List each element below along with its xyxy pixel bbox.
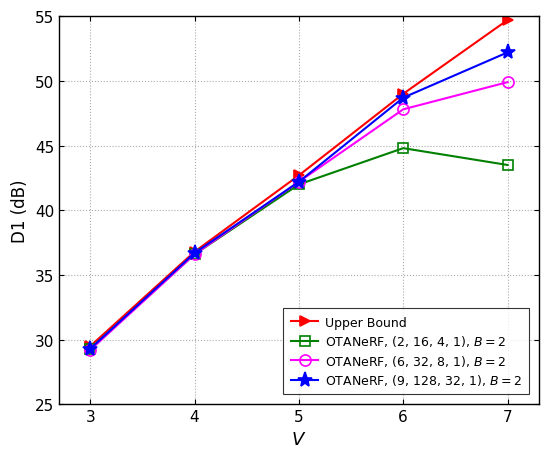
Line: Upper Bound: Upper Bound	[85, 16, 513, 351]
Line: OTANeRF, (2, 16, 4, 1), $B = 2$: OTANeRF, (2, 16, 4, 1), $B = 2$	[85, 144, 513, 354]
OTANeRF, (9, 128, 32, 1), $B = 2$	[191, 251, 198, 256]
OTANeRF, (2, 16, 4, 1), $B = 2$	[400, 146, 406, 151]
OTANeRF, (6, 32, 8, 1), $B = 2$	[400, 107, 406, 113]
OTANeRF, (6, 32, 8, 1), $B = 2$	[191, 252, 198, 257]
OTANeRF, (9, 128, 32, 1), $B = 2$	[504, 50, 511, 56]
Legend: Upper Bound, OTANeRF, (2, 16, 4, 1), $B = 2$, OTANeRF, (6, 32, 8, 1), $B = 2$, O: Upper Bound, OTANeRF, (2, 16, 4, 1), $B …	[283, 308, 529, 395]
Y-axis label: D1 (dB): D1 (dB)	[11, 179, 29, 242]
Line: OTANeRF, (9, 128, 32, 1), $B = 2$: OTANeRF, (9, 128, 32, 1), $B = 2$	[82, 45, 515, 357]
OTANeRF, (2, 16, 4, 1), $B = 2$	[295, 182, 302, 188]
OTANeRF, (2, 16, 4, 1), $B = 2$	[87, 346, 94, 352]
X-axis label: $V$: $V$	[291, 430, 306, 448]
OTANeRF, (6, 32, 8, 1), $B = 2$	[87, 347, 94, 353]
Line: OTANeRF, (6, 32, 8, 1), $B = 2$: OTANeRF, (6, 32, 8, 1), $B = 2$	[85, 78, 513, 356]
Upper Bound	[191, 249, 198, 255]
Upper Bound	[400, 92, 406, 97]
OTANeRF, (9, 128, 32, 1), $B = 2$	[87, 346, 94, 352]
OTANeRF, (9, 128, 32, 1), $B = 2$	[400, 95, 406, 101]
OTANeRF, (2, 16, 4, 1), $B = 2$	[504, 163, 511, 168]
Upper Bound	[295, 173, 302, 179]
OTANeRF, (2, 16, 4, 1), $B = 2$	[191, 252, 198, 257]
OTANeRF, (6, 32, 8, 1), $B = 2$	[504, 80, 511, 86]
OTANeRF, (9, 128, 32, 1), $B = 2$	[295, 179, 302, 185]
Upper Bound	[87, 344, 94, 349]
Upper Bound	[504, 18, 511, 24]
OTANeRF, (6, 32, 8, 1), $B = 2$	[295, 179, 302, 185]
